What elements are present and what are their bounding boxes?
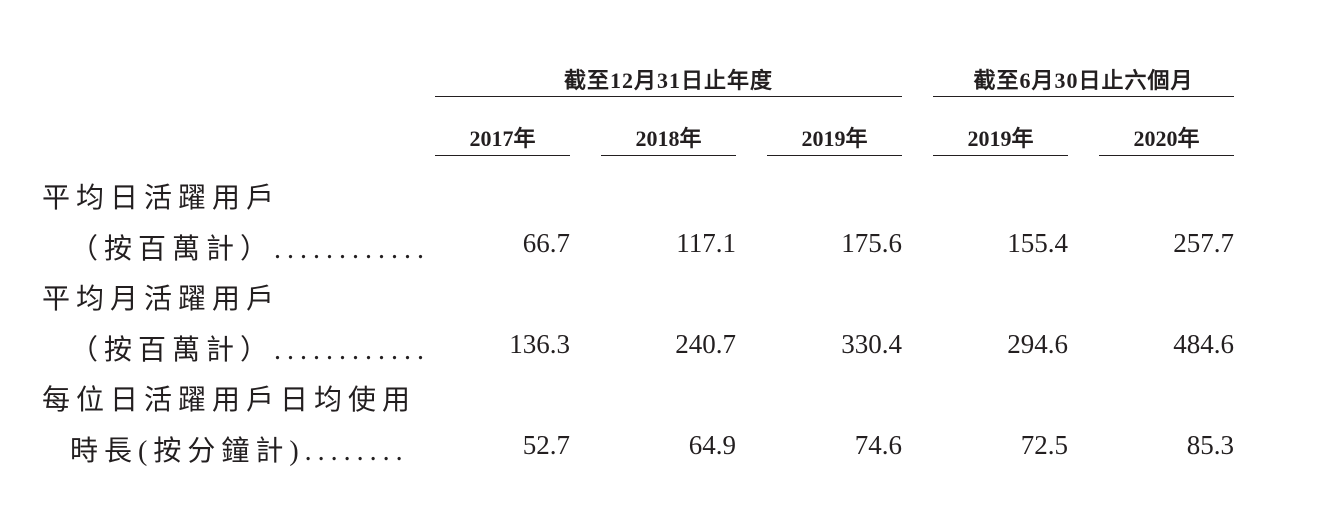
- group-header: 截至12月31日止年度: [563, 68, 773, 93]
- cell-value: 74.6: [854, 430, 902, 460]
- column-header: 2019年: [801, 126, 868, 151]
- row-label: 時長(按分鐘計)........: [70, 436, 409, 467]
- cell-value: 72.5: [1020, 430, 1068, 460]
- cell-value: 52.7: [522, 430, 570, 460]
- column-header: 2017年: [469, 126, 536, 151]
- row-label: （按百萬計）............: [70, 335, 431, 366]
- cell-value: 484.6: [1173, 329, 1234, 359]
- column-rule: [601, 155, 736, 156]
- row-label: 平均日活躍用戶: [42, 183, 281, 214]
- cell-value: 136.3: [509, 329, 570, 359]
- column-rule: [435, 155, 570, 156]
- cell-value: 64.9: [688, 430, 736, 460]
- cell-value: 175.6: [841, 228, 902, 258]
- group-rule: [435, 96, 902, 97]
- column-rule: [1099, 155, 1234, 156]
- column-header: 2018年: [635, 126, 702, 151]
- cell-value: 85.3: [1186, 430, 1234, 460]
- group-header: 截至6月30日止六個月: [973, 68, 1194, 93]
- cell-value: 155.4: [1007, 228, 1068, 258]
- cell-value: 66.7: [522, 228, 570, 258]
- row-label: （按百萬計）............: [70, 234, 431, 265]
- column-header: 2019年: [967, 126, 1034, 151]
- row-label: 每位日活躍用戶日均使用: [42, 385, 417, 416]
- group-rule: [933, 96, 1234, 97]
- cell-value: 240.7: [675, 329, 736, 359]
- row-label: 平均月活躍用戶: [42, 284, 281, 315]
- column-rule: [933, 155, 1068, 156]
- cell-value: 117.1: [676, 228, 736, 258]
- cell-value: 257.7: [1173, 228, 1234, 258]
- cell-value: 294.6: [1007, 329, 1068, 359]
- column-rule: [767, 155, 902, 156]
- column-header: 2020年: [1133, 126, 1200, 151]
- cell-value: 330.4: [841, 329, 902, 359]
